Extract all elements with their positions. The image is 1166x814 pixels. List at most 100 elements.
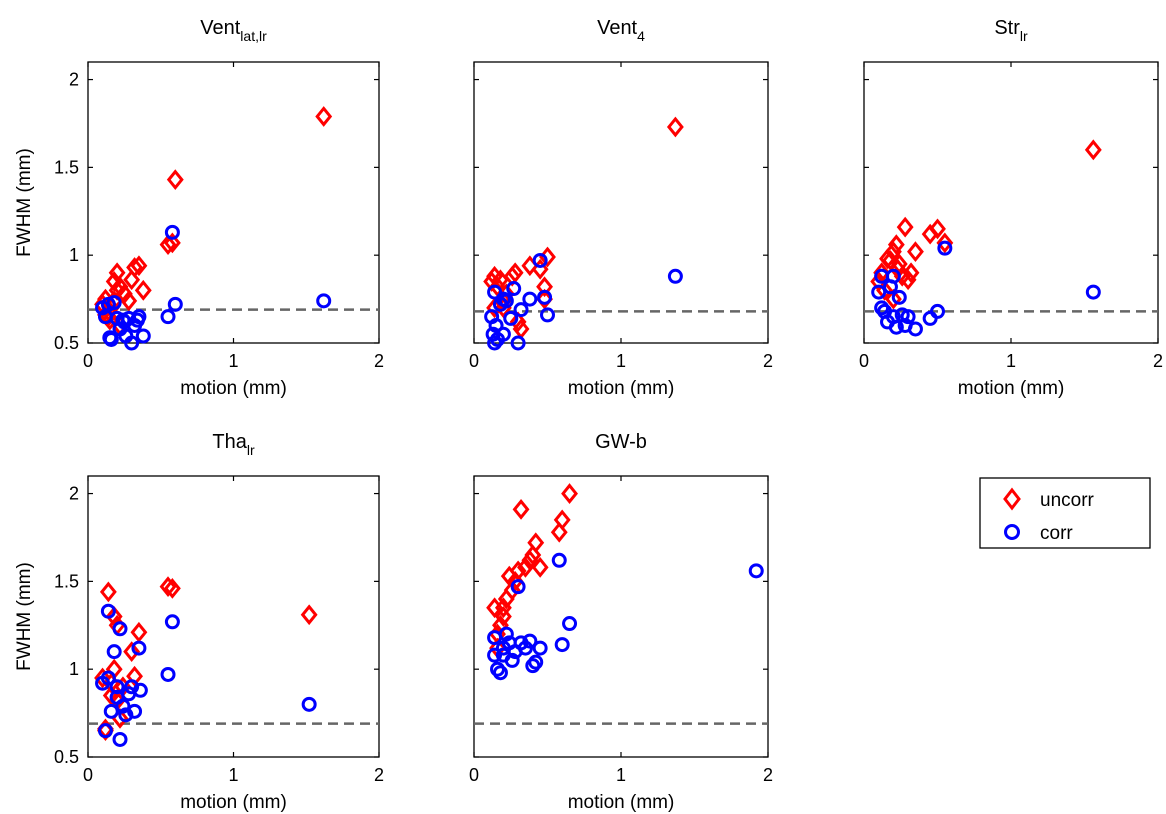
- point-corr: [164, 614, 180, 630]
- point-corr: [503, 310, 519, 326]
- subplot-title-main: Str: [994, 17, 1020, 39]
- point-corr: [551, 552, 567, 568]
- point-uncorr: [506, 262, 524, 284]
- point-uncorr: [130, 621, 148, 643]
- subplot-title: Ventlat,lr: [200, 17, 267, 44]
- x-axis-label: motion (mm): [180, 792, 287, 813]
- point-corr: [135, 328, 151, 344]
- point-corr: [100, 603, 116, 619]
- point-uncorr: [929, 218, 946, 240]
- point-corr: [167, 296, 183, 312]
- point-uncorr: [527, 532, 545, 554]
- point-corr: [930, 303, 945, 319]
- point-uncorr: [163, 232, 181, 254]
- subplot-title-main: Vent: [597, 17, 637, 39]
- subplot-title: Thalr: [212, 431, 255, 458]
- point-corr: [495, 326, 511, 342]
- subplot-2: 0 1 2 Vent4 motion (mm): [469, 17, 773, 399]
- point-uncorr: [936, 232, 954, 254]
- point-uncorr: [123, 269, 141, 291]
- point-corr: [131, 640, 147, 656]
- subplot-title-subscript: lr: [247, 442, 255, 458]
- point-uncorr: [120, 290, 138, 312]
- point-corr: [97, 723, 113, 739]
- point-uncorr: [666, 116, 684, 138]
- point-uncorr: [130, 255, 148, 277]
- point-uncorr: [315, 106, 333, 127]
- point-uncorr: [884, 288, 902, 310]
- point-corr: [506, 281, 522, 297]
- point-corr: [510, 335, 526, 351]
- subplot-title-subscript: lr: [1020, 28, 1028, 44]
- y-tick-label: 0.5: [54, 333, 79, 353]
- point-uncorr: [509, 311, 527, 333]
- point-corr: [874, 300, 890, 316]
- subplot-title: Strlr: [994, 17, 1028, 44]
- point-uncorr: [126, 257, 143, 278]
- subplot-4: 0 1 2 0.5 1 1.5 2 Thalr motion (mm) FWHM (mm): [14, 431, 384, 813]
- point-uncorr: [553, 509, 571, 531]
- y-tick-label: 2: [69, 484, 79, 504]
- x-tick-label: 2: [374, 351, 384, 371]
- subplot-title: GW-b: [595, 431, 647, 453]
- point-corr: [487, 647, 503, 663]
- point-corr: [522, 291, 538, 307]
- x-tick-label: 0: [83, 351, 93, 371]
- x-axis-label: motion (mm): [568, 792, 675, 813]
- subplot-title-subscript: lat,lr: [240, 28, 267, 44]
- point-uncorr: [123, 641, 141, 663]
- point-uncorr: [126, 665, 143, 687]
- y-tick-label: 1: [69, 245, 79, 265]
- point-uncorr: [99, 581, 117, 603]
- legend-marker-corr: [1004, 524, 1020, 540]
- point-uncorr: [536, 276, 553, 298]
- point-corr: [495, 647, 511, 663]
- point-uncorr: [907, 241, 924, 263]
- point-uncorr: [524, 544, 542, 566]
- point-uncorr: [494, 606, 512, 627]
- subplot-title-main: Tha: [212, 431, 247, 453]
- legend-label-corr: corr: [1040, 523, 1073, 544]
- point-corr: [100, 670, 116, 686]
- y-tick-label: 1: [69, 659, 79, 679]
- x-tick-label: 1: [616, 765, 626, 785]
- point-corr: [106, 295, 122, 311]
- point-corr: [532, 640, 548, 656]
- y-tick-label: 2: [69, 70, 79, 90]
- y-tick-label: 0.5: [54, 747, 79, 767]
- point-corr: [112, 731, 128, 747]
- x-axis-label: motion (mm): [958, 378, 1065, 399]
- point-corr: [112, 621, 128, 637]
- point-corr: [537, 289, 553, 305]
- point-corr: [492, 665, 508, 681]
- subplot-title-subscript: 4: [637, 28, 645, 44]
- point-uncorr: [561, 483, 578, 504]
- point-uncorr: [512, 498, 530, 520]
- point-corr: [885, 309, 901, 325]
- point-corr: [164, 224, 180, 240]
- axes-frame: [863, 61, 1159, 344]
- x-axis-label: motion (mm): [180, 378, 287, 399]
- x-tick-label: 1: [1006, 351, 1016, 371]
- point-corr: [667, 268, 683, 284]
- subplot-1: 0 1 2 0.5 1 1.5 2 Ventlat,lr motion (mm) FWHM (mm…: [14, 17, 384, 399]
- point-uncorr: [509, 560, 527, 582]
- x-tick-label: 0: [469, 351, 479, 371]
- subplot-title-main: Vent: [200, 17, 240, 39]
- point-uncorr: [494, 597, 512, 619]
- legend-label-uncorr: uncorr: [1040, 490, 1095, 511]
- x-tick-label: 1: [616, 351, 626, 371]
- point-corr: [488, 317, 504, 333]
- subplot-3: 0 1 2 Strlr motion (mm): [859, 17, 1163, 399]
- axes-frame: [87, 61, 380, 344]
- point-uncorr: [902, 262, 920, 284]
- x-tick-label: 0: [83, 765, 93, 785]
- point-corr: [937, 240, 953, 256]
- x-tick-label: 2: [374, 765, 384, 785]
- x-axis-label: motion (mm): [568, 378, 675, 399]
- x-tick-label: 1: [228, 351, 238, 371]
- point-corr: [316, 293, 332, 309]
- point-corr: [301, 696, 317, 712]
